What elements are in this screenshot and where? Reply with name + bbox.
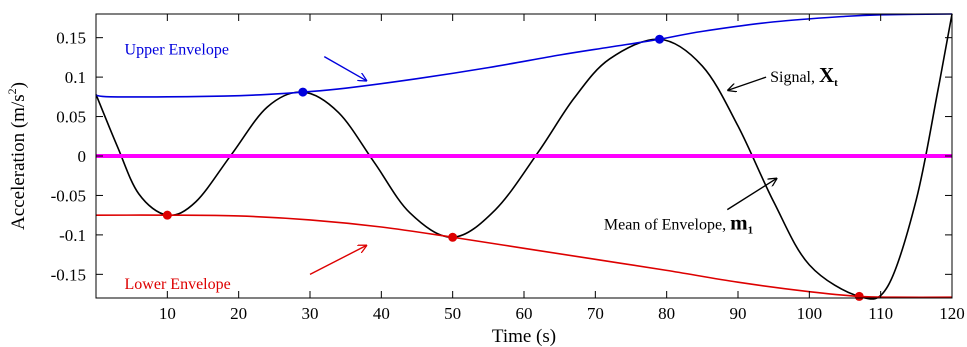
annotation-mean-symbol: m bbox=[730, 211, 748, 235]
x-tick-label: 60 bbox=[516, 304, 533, 323]
x-tick-label: 10 bbox=[159, 304, 176, 323]
annotation-signal-symbol: X bbox=[819, 63, 834, 87]
x-tick-label: 120 bbox=[939, 304, 965, 323]
extremum-point-4 bbox=[448, 232, 458, 242]
y-tick-label: -0.05 bbox=[51, 186, 86, 205]
annotation-mean-arrow bbox=[726, 178, 777, 211]
extremum-point-2 bbox=[655, 34, 665, 44]
x-tick-label: 100 bbox=[797, 304, 823, 323]
x-tick-label: 30 bbox=[302, 304, 319, 323]
marker-layer bbox=[162, 34, 864, 301]
x-axis-label: Time (s) bbox=[492, 326, 556, 347]
annotation-signal-label: Signal, Xt bbox=[770, 63, 838, 89]
y-tick-label: 0.1 bbox=[65, 68, 86, 87]
series-line-upper-envelope bbox=[95, 13, 953, 98]
y-axis-label-close: ) bbox=[8, 82, 29, 88]
x-tick-label: 50 bbox=[444, 304, 461, 323]
annotation-signal-subscript: t bbox=[834, 77, 838, 89]
x-tick-label: 20 bbox=[230, 304, 247, 323]
x-tick-label: 70 bbox=[587, 304, 604, 323]
y-axis-label-sup: 2 bbox=[5, 88, 19, 94]
annotation-layer: Upper Envelope Lower Envelope Signal, Xt Mea… bbox=[125, 42, 839, 293]
y-axis-label: Acceleration (m/s2) bbox=[5, 82, 29, 230]
annotation-lower-text: Lower Envelope bbox=[125, 276, 231, 293]
x-tick-label: 80 bbox=[658, 304, 675, 323]
y-tick-label: 0.05 bbox=[56, 108, 86, 127]
annotation-lower-arrow bbox=[309, 245, 367, 275]
annotation-mean-subscript: 1 bbox=[748, 225, 754, 237]
x-tick-label: 110 bbox=[868, 304, 893, 323]
extremum-point-5 bbox=[854, 291, 864, 301]
annotation-upper-arrow bbox=[323, 55, 367, 81]
annotation-mean-text: Mean of Envelope, bbox=[604, 217, 726, 234]
annotation-signal-text: Signal, bbox=[770, 69, 815, 86]
extremum-point-1 bbox=[298, 87, 308, 97]
tick-layer: 10 20 30 40 50 60 70 80 90 100 110 120-0.15-0.1-0.0… bbox=[51, 14, 965, 323]
annotation-lower-label: Lower Envelope bbox=[125, 276, 231, 293]
y-tick-label: 0.15 bbox=[56, 29, 86, 48]
extremum-point-3 bbox=[162, 210, 172, 220]
series-line-lower-envelope bbox=[95, 214, 953, 299]
x-tick-label: 40 bbox=[373, 304, 390, 323]
annotation-mean-label: Mean of Envelope, m1 bbox=[604, 211, 753, 237]
annotation-upper-text: Upper Envelope bbox=[125, 42, 229, 59]
y-tick-label: -0.1 bbox=[59, 226, 86, 245]
annotation-upper-label: Upper Envelope bbox=[125, 42, 229, 59]
y-tick-label: 0 bbox=[78, 147, 87, 166]
y-tick-label: -0.15 bbox=[51, 265, 86, 284]
x-tick-label: 90 bbox=[730, 304, 747, 323]
annotation-signal-arrow bbox=[727, 76, 767, 90]
y-axis-label-main: Acceleration (m/s bbox=[8, 94, 29, 230]
